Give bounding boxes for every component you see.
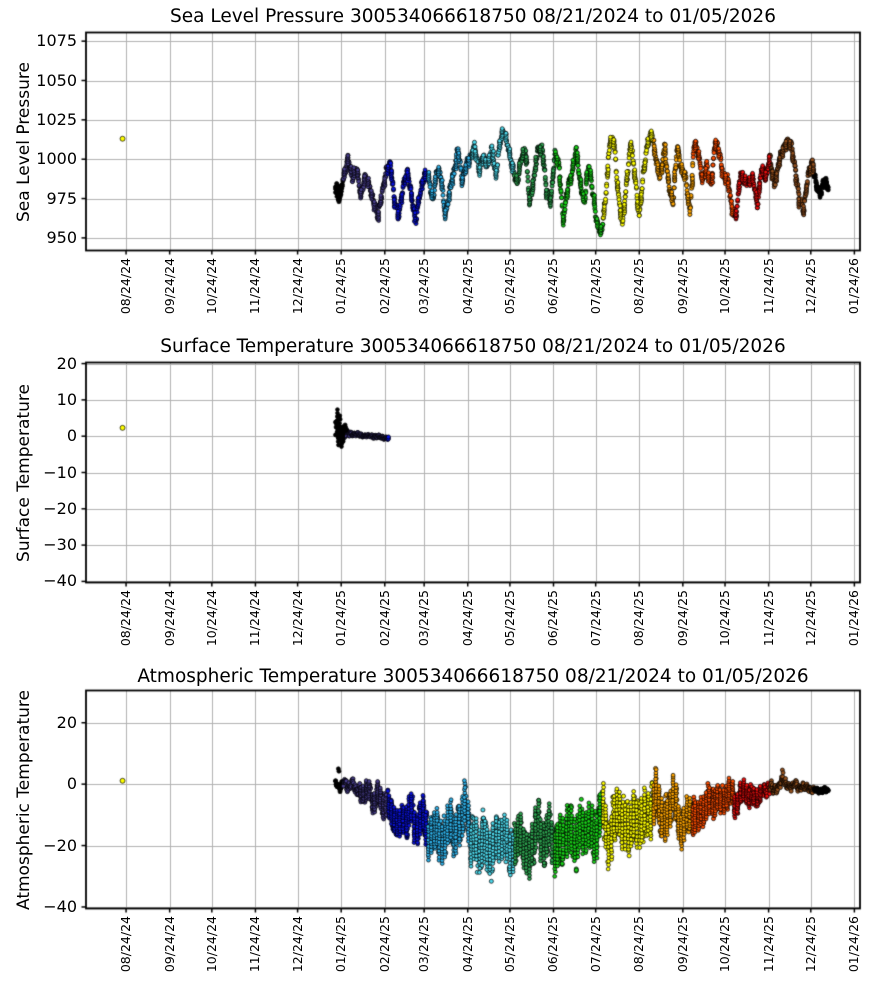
x-tick-label: 05/24/25 [501, 915, 517, 972]
y-tick-label: 1000 [36, 149, 77, 169]
x-tick-label: 06/24/25 [545, 589, 561, 646]
y-tick-label: 10 [56, 389, 77, 409]
x-tick-label: 01/24/25 [333, 589, 349, 646]
x-tick-label: 02/24/25 [376, 915, 392, 972]
x-tick-label: 03/24/25 [416, 257, 432, 314]
x-tick-label: 03/24/25 [416, 915, 432, 972]
x-tick-label: 01/24/25 [333, 915, 349, 972]
x-tick-label: 12/24/25 [802, 915, 818, 972]
y-tick-label: −40 [43, 896, 77, 916]
y-tick-label: 950 [46, 227, 77, 247]
chart-title: Surface Temperature 300534066618750 08/2… [160, 336, 786, 357]
x-tick-label: 07/24/25 [587, 589, 603, 646]
x-tick-label: 09/24/25 [674, 257, 690, 314]
x-tick-label: 02/24/25 [376, 589, 392, 646]
x-tick-label: 11/24/24 [247, 589, 263, 646]
atmospheric-temperature-plot-canvas [0, 660, 872, 992]
y-tick-label: 975 [46, 188, 77, 208]
y-tick-label: −10 [43, 462, 77, 482]
x-tick-label: 10/24/25 [717, 915, 733, 972]
x-tick-label: 03/24/25 [416, 589, 432, 646]
x-tick-label: 05/24/25 [501, 589, 517, 646]
x-tick-label: 07/24/25 [587, 257, 603, 314]
x-tick-label: 10/24/25 [717, 257, 733, 314]
x-tick-label: 12/24/24 [289, 915, 305, 972]
x-tick-label: 10/24/24 [203, 915, 219, 972]
y-tick-label: 20 [56, 353, 77, 373]
x-tick-label: 01/24/26 [846, 589, 862, 646]
y-tick-label: −40 [43, 571, 77, 591]
y-tick-label: 1050 [36, 70, 77, 90]
y-tick-label: −30 [43, 535, 77, 555]
x-tick-label: 09/24/25 [674, 915, 690, 972]
x-tick-label: 04/24/25 [459, 257, 475, 314]
x-tick-label: 06/24/25 [545, 257, 561, 314]
x-tick-label: 09/24/25 [674, 589, 690, 646]
x-tick-label: 08/24/25 [631, 257, 647, 314]
x-tick-label: 12/24/24 [289, 589, 305, 646]
y-tick-label: −20 [43, 498, 77, 518]
chart-surface-temperature: Surface Temperature 300534066618750 08/2… [0, 330, 872, 660]
chart-sea-level-pressure: Sea Level Pressure 300534066618750 08/21… [0, 0, 872, 330]
x-tick-label: 04/24/25 [459, 589, 475, 646]
x-tick-label: 11/24/25 [760, 915, 776, 972]
x-tick-label: 06/24/25 [545, 915, 561, 972]
y-tick-label: 0 [66, 774, 77, 794]
x-tick-label: 10/24/24 [203, 257, 219, 314]
x-tick-label: 10/24/24 [203, 589, 219, 646]
x-tick-label: 09/24/24 [161, 915, 177, 972]
y-tick-label: −20 [43, 835, 77, 855]
x-tick-label: 11/24/25 [760, 257, 776, 314]
x-tick-label: 09/24/24 [161, 589, 177, 646]
x-tick-label: 08/24/25 [631, 589, 647, 646]
y-tick-label: 1025 [36, 109, 77, 129]
x-tick-label: 08/24/24 [118, 589, 134, 646]
x-tick-label: 07/24/25 [587, 915, 603, 972]
x-tick-label: 12/24/24 [289, 257, 305, 314]
x-tick-label: 09/24/24 [161, 257, 177, 314]
x-tick-label: 08/24/24 [118, 257, 134, 314]
x-tick-label: 12/24/25 [802, 257, 818, 314]
surface-temperature-plot-canvas [0, 330, 872, 660]
x-tick-label: 10/24/25 [717, 589, 733, 646]
y-tick-label: 1075 [36, 31, 77, 51]
x-tick-label: 05/24/25 [501, 257, 517, 314]
x-tick-label: 08/24/24 [118, 915, 134, 972]
x-tick-label: 04/24/25 [459, 915, 475, 972]
y-tick-label: 0 [66, 426, 77, 446]
x-tick-label: 12/24/25 [802, 589, 818, 646]
chart-title: Sea Level Pressure 300534066618750 08/21… [170, 6, 776, 27]
x-tick-label: 11/24/24 [247, 257, 263, 314]
x-tick-label: 02/24/25 [376, 257, 392, 314]
sea-level-pressure-plot-canvas [0, 0, 872, 330]
x-tick-label: 01/24/26 [846, 915, 862, 972]
x-tick-label: 11/24/24 [247, 915, 263, 972]
x-tick-label: 08/24/25 [631, 915, 647, 972]
chart-atmospheric-temperature: Atmospheric Temperature 300534066618750 … [0, 660, 872, 992]
x-tick-label: 01/24/26 [846, 257, 862, 314]
x-tick-label: 01/24/25 [333, 257, 349, 314]
chart-title: Atmospheric Temperature 300534066618750 … [137, 666, 809, 687]
y-tick-label: 20 [56, 712, 77, 732]
x-tick-label: 11/24/25 [760, 589, 776, 646]
